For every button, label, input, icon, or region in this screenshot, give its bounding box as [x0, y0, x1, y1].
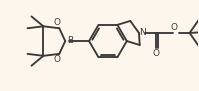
- Text: O: O: [54, 18, 61, 27]
- Text: O: O: [170, 23, 177, 32]
- Text: N: N: [139, 28, 146, 37]
- Text: O: O: [152, 49, 159, 58]
- Text: O: O: [54, 55, 61, 64]
- Text: B: B: [67, 36, 73, 45]
